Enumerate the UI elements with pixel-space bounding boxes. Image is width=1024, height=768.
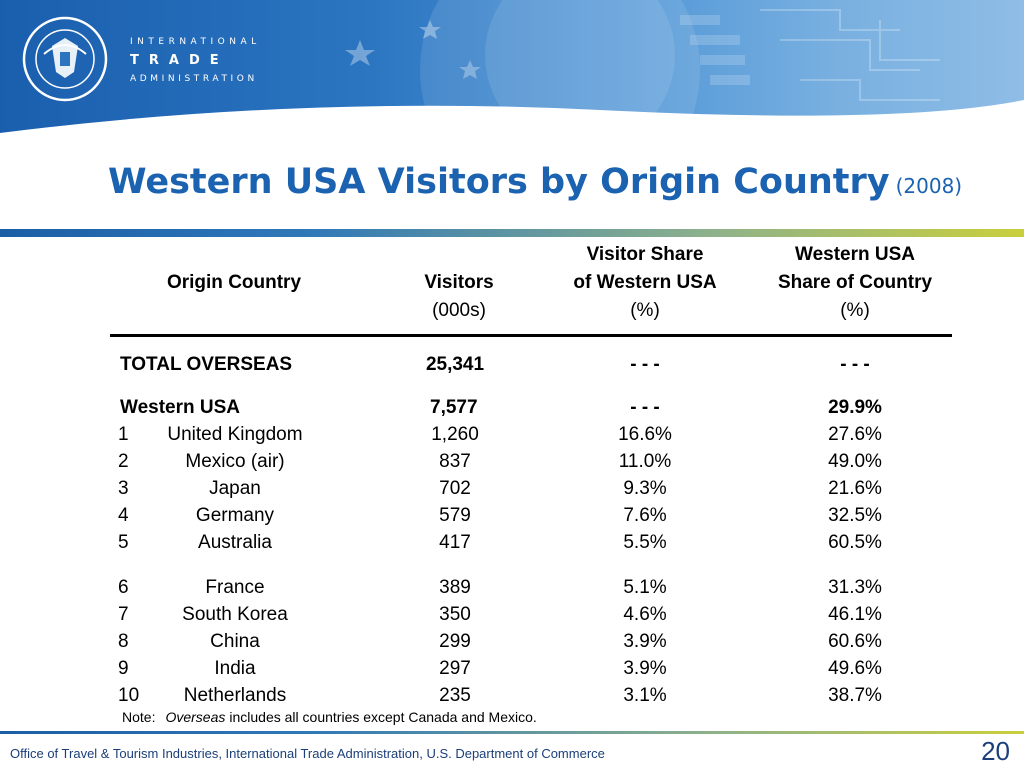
header-origin-country: Origin Country xyxy=(166,272,302,293)
total-share: - - - xyxy=(630,354,660,375)
total-overseas-row: TOTAL OVERSEAS 25,341 - - - - - - xyxy=(0,351,1024,378)
western-wshare: 29.9% xyxy=(828,397,882,418)
header-banner: INTERNATIONAL TRADE ADMINISTRATION xyxy=(0,0,1024,133)
header-rule xyxy=(110,334,952,337)
page-number: 20 xyxy=(981,736,1010,766)
table-note: Note: Overseas includes all countries exce… xyxy=(122,709,537,725)
western-label: Western USA xyxy=(120,397,241,418)
title-divider xyxy=(0,229,1024,237)
ita-line-international: INTERNATIONAL xyxy=(130,37,261,47)
footer-divider xyxy=(0,731,1024,734)
table-row: 4 Germany 579 7.6% 32.5% xyxy=(118,505,882,526)
table-row: 5 Australia 417 5.5% 60.5% xyxy=(118,532,882,553)
total-visitors: 25,341 xyxy=(425,354,485,375)
table-row: 2 Mexico (air) 837 11.0% 49.0% xyxy=(118,451,882,472)
table-row: 1 United Kingdom 1,260 16.6% 27.6% xyxy=(118,424,882,445)
header-western-share: Western USA Share of Country (%) xyxy=(777,244,933,321)
table-row: 6 France 389 5.1% 31.3% xyxy=(118,577,882,598)
total-label: TOTAL OVERSEAS xyxy=(120,354,293,375)
table-row: 10 Netherlands 235 3.1% 38.7% xyxy=(118,685,882,706)
slide-title-year: (2008) xyxy=(895,174,963,198)
header-visitors: Visitors (000s) xyxy=(424,272,494,321)
header-visitor-share: Visitor Share of Western USA (%) xyxy=(573,244,717,321)
ita-line-administration: ADMINISTRATION xyxy=(130,74,258,84)
ita-line-trade: TRADE xyxy=(130,53,229,68)
ita-logo: INTERNATIONAL TRADE ADMINISTRATION xyxy=(130,37,261,84)
department-of-commerce-seal-icon xyxy=(22,16,108,102)
slide-title-main: Western USA Visitors by Origin Country xyxy=(108,162,890,202)
footer-source: Office of Travel & Tourism Industries, I… xyxy=(10,746,605,761)
banner-decoration xyxy=(0,0,1024,133)
table-row: 7 South Korea 350 4.6% 46.1% xyxy=(118,604,882,625)
western-visitors: 7,577 xyxy=(430,397,478,418)
western-share: - - - xyxy=(630,397,660,418)
total-wshare: - - - xyxy=(840,354,870,375)
slide-title: Western USA Visitors by Origin Country (2… xyxy=(108,162,962,202)
table-row: 8 China 299 3.9% 60.6% xyxy=(118,631,882,652)
table-row: 9 India 297 3.9% 49.6% xyxy=(118,658,882,679)
western-usa-row: Western USA 7,577 - - - 29.9% xyxy=(0,394,1024,421)
table-row: 3 Japan 702 9.3% 21.6% xyxy=(118,478,882,499)
